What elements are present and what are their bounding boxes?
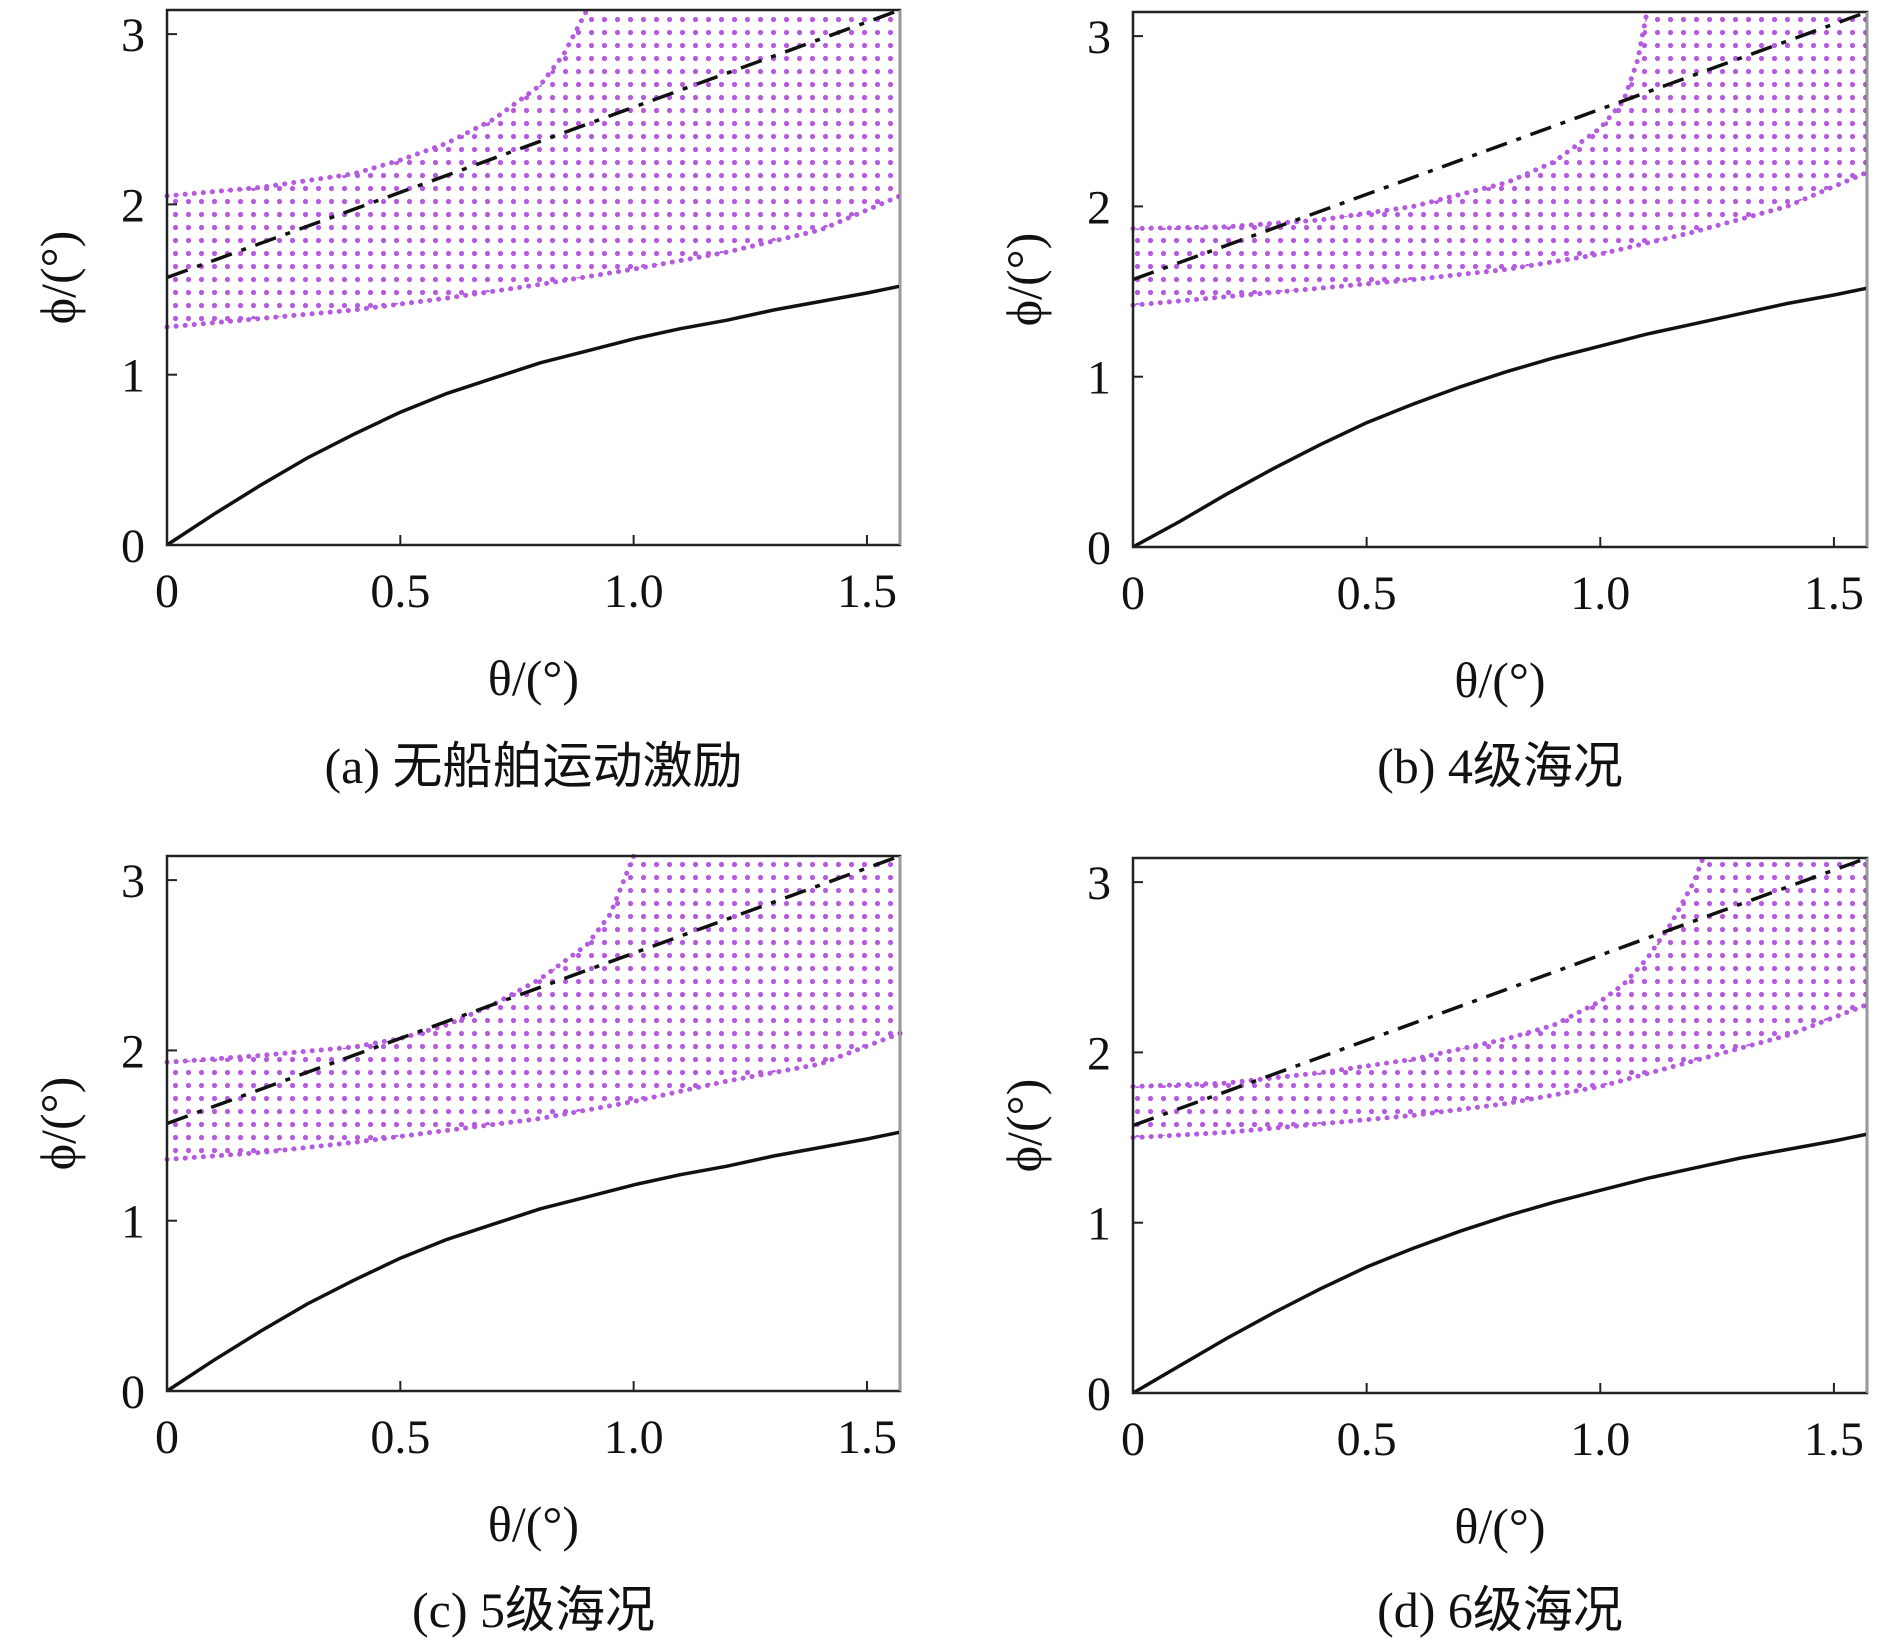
- y-axis-label: ϕ/(°): [30, 231, 86, 325]
- x-tick-label: 1.0: [1570, 1413, 1630, 1466]
- y-axis-label: ϕ/(°): [996, 1079, 1052, 1173]
- x-axis-ticks: 0 0.5 1.0 1.5: [155, 1381, 897, 1464]
- x-tick-label: 0: [155, 1411, 179, 1464]
- x-axis-label: θ/(°): [488, 1496, 579, 1552]
- dash-dot-line: [166, 8, 901, 280]
- x-tick-label: 1.0: [1570, 567, 1630, 620]
- x-tick-label: 1.5: [837, 565, 897, 618]
- panel-caption: (d) 6级海况: [1377, 1582, 1623, 1638]
- y-tick-label: 3: [1087, 11, 1111, 64]
- y-tick-label: 1: [1087, 1198, 1111, 1251]
- x-axis-ticks: 0 0.5 1.0 1.5: [1121, 537, 1864, 620]
- x-axis-label: θ/(°): [488, 650, 579, 706]
- region-upper-boundary: [164, 853, 637, 1065]
- y-axis-ticks: 0 1 2 3: [1087, 11, 1143, 575]
- dash-dot-line: [166, 854, 901, 1126]
- y-tick-label: 0: [121, 520, 145, 573]
- region-upper-boundary: [164, 7, 590, 199]
- dash-dot-line: [1132, 10, 1868, 282]
- panel-b: 0 0.5 1.0 1.5 0 1 2 3 θ/(°) ϕ/(°) (b) 4级…: [996, 9, 1870, 794]
- panel-c: 0 0.5 1.0 1.5 0 1 2 3 θ/(°) ϕ/(°) (c) 5级…: [30, 853, 903, 1638]
- y-tick-label: 1: [1087, 352, 1111, 405]
- y-tick-label: 2: [121, 1025, 145, 1078]
- x-axis-ticks: 0 0.5 1.0 1.5: [1121, 1383, 1864, 1466]
- region-fill: [1133, 12, 1867, 306]
- y-axis-label: ϕ/(°): [996, 233, 1052, 327]
- y-tick-label: 0: [1087, 1368, 1111, 1421]
- panel-caption: (c) 5级海况: [412, 1582, 655, 1638]
- region-fill: [1133, 858, 1867, 1138]
- x-tick-label: 1.5: [837, 1411, 897, 1464]
- x-tick-label: 1.0: [604, 565, 664, 618]
- x-tick-label: 0: [1121, 567, 1145, 620]
- solid-curve: [1132, 286, 1868, 549]
- y-tick-label: 3: [121, 855, 145, 908]
- x-tick-label: 0: [155, 565, 179, 618]
- region-lower-boundary: [164, 1030, 903, 1162]
- y-tick-label: 3: [121, 9, 145, 62]
- x-tick-label: 0.5: [1337, 1413, 1397, 1466]
- x-tick-label: 0.5: [1337, 567, 1397, 620]
- x-tick-label: 1.0: [604, 1411, 664, 1464]
- panel-caption: (a) 无船舶运动激励: [325, 738, 743, 794]
- region-upper-boundary: [1130, 855, 1706, 1089]
- panel-d: 0 0.5 1.0 1.5 0 1 2 3 θ/(°) ϕ/(°) (d) 6级…: [996, 855, 1870, 1638]
- x-axis-ticks: 0 0.5 1.0 1.5: [155, 535, 897, 618]
- y-tick-label: 2: [1087, 181, 1111, 234]
- y-axis-label: ϕ/(°): [30, 1077, 86, 1171]
- region-fill: [167, 856, 900, 1160]
- y-tick-label: 2: [121, 179, 145, 232]
- y-tick-label: 0: [1087, 522, 1111, 575]
- y-tick-label: 1: [121, 350, 145, 403]
- y-tick-label: 1: [121, 1196, 145, 1249]
- region-fill: [167, 10, 900, 327]
- panel-a: 0 0.5 1.0 1.5 0 1 2 3 θ/(°) ϕ/(°) (a) 无船…: [30, 7, 903, 794]
- panel-caption: (b) 4级海况: [1377, 738, 1623, 794]
- y-axis-ticks: 0 1 2 3: [121, 855, 177, 1419]
- x-axis-label: θ/(°): [1454, 1498, 1545, 1554]
- solid-curve: [166, 284, 901, 547]
- y-axis-ticks: 0 1 2 3: [1087, 857, 1143, 1421]
- region-lower-boundary: [1130, 169, 1870, 308]
- x-tick-label: 1.5: [1804, 567, 1864, 620]
- y-tick-label: 0: [121, 1366, 145, 1419]
- y-tick-label: 2: [1087, 1027, 1111, 1080]
- region-lower-boundary: [164, 193, 903, 330]
- y-tick-label: 3: [1087, 857, 1111, 910]
- solid-curve: [166, 1130, 901, 1393]
- x-tick-label: 0: [1121, 1413, 1145, 1466]
- x-tick-label: 0.5: [370, 1411, 430, 1464]
- y-axis-ticks: 0 1 2 3: [121, 9, 177, 573]
- x-tick-label: 0.5: [370, 565, 430, 618]
- x-tick-label: 1.5: [1804, 1413, 1864, 1466]
- x-axis-label: θ/(°): [1454, 652, 1545, 708]
- region-lower-boundary: [1130, 1002, 1870, 1141]
- region-upper-boundary: [1130, 9, 1650, 231]
- solid-curve: [1132, 1132, 1868, 1395]
- dash-dot-line: [1132, 856, 1868, 1128]
